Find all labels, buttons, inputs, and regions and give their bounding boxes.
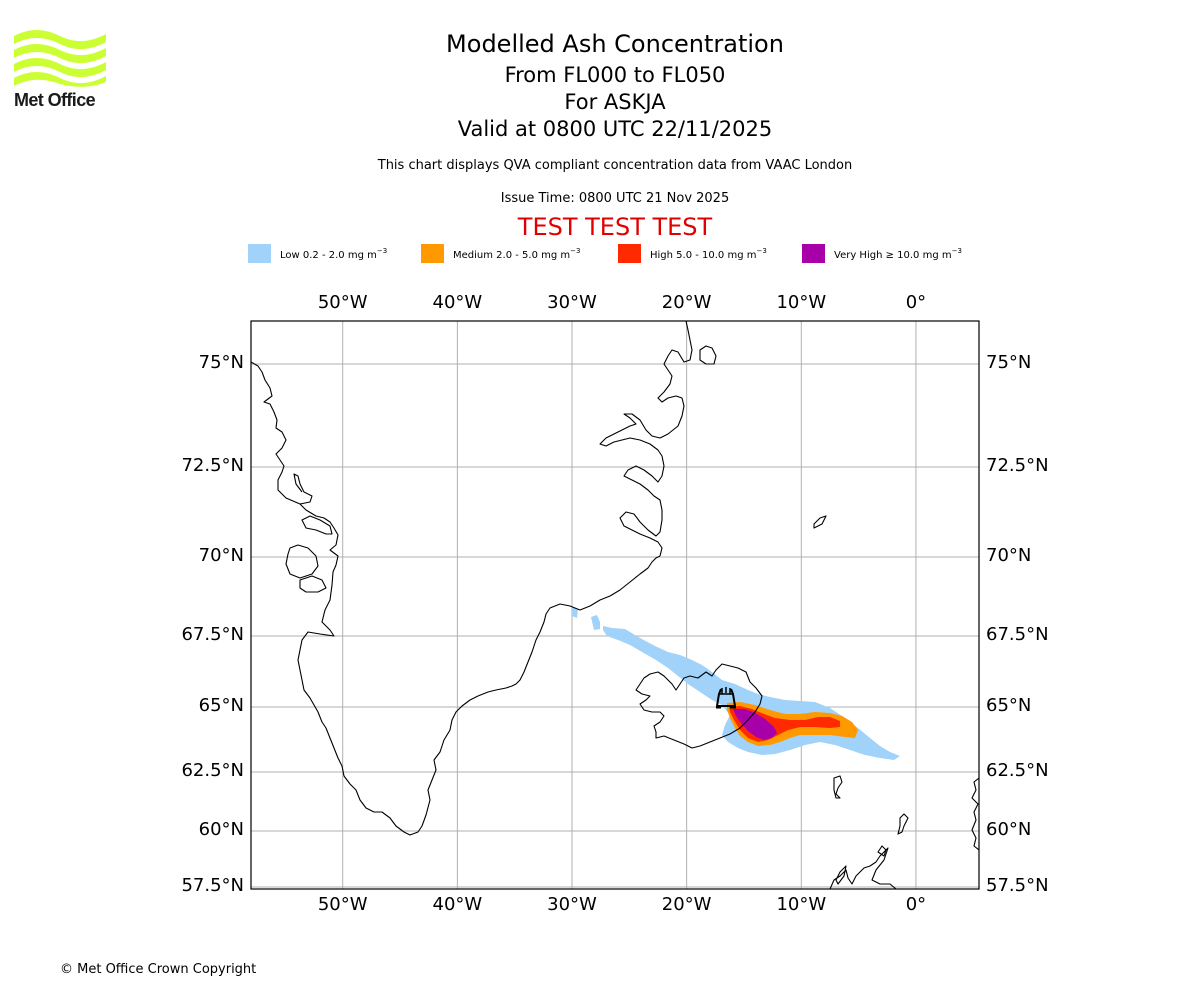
coastline-greenland-island	[299, 575, 327, 593]
coastline-scotland	[829, 847, 897, 889]
coastline-greenland-east	[599, 321, 693, 557]
legend-swatch-low	[248, 244, 271, 263]
lon-tick-label-top: 40°W	[432, 292, 483, 313]
test-banner: TEST TEST TEST	[517, 213, 713, 241]
met-office-logo: Met Office	[14, 30, 106, 112]
coastline-faroe-islands	[833, 775, 843, 799]
valid-time: Valid at 0800 UTC 22/11/2025	[457, 117, 773, 141]
lat-tick-label-left: 67.5°N	[181, 624, 244, 645]
map-frame	[250, 320, 980, 890]
lon-tick-label-bottom: 0°	[905, 894, 927, 915]
coastline-norway	[971, 777, 979, 851]
coastlines	[251, 321, 979, 889]
coastline-greenland-island	[813, 515, 827, 529]
lat-tick-label-left: 62.5°N	[181, 760, 244, 781]
legend-swatch-medium	[421, 244, 444, 263]
lon-tick-label-top: 10°W	[776, 292, 827, 313]
coastline-greenland-island	[285, 544, 319, 579]
volcano-name: For ASKJA	[564, 90, 666, 114]
lat-tick-label-left: 72.5°N	[181, 455, 244, 476]
legend-label-very-high: Very High ≥ 10.0 mg m−3	[834, 246, 962, 261]
chart-description: This chart displays QVA compliant concen…	[377, 158, 853, 173]
lat-tick-label-right: 72.5°N	[986, 455, 1049, 476]
lon-tick-label-top: 30°W	[547, 292, 597, 313]
legend-item-high: High 5.0 - 10.0 mg m−3	[618, 244, 767, 263]
lon-tick-label-top: 20°W	[661, 292, 712, 313]
lon-tick-label-bottom: 10°W	[776, 894, 827, 915]
legend-swatch-high	[618, 244, 641, 263]
ash-area-low-fragment	[572, 607, 578, 618]
lat-tick-label-right: 70°N	[986, 545, 1032, 566]
lon-tick-label-bottom: 30°W	[547, 894, 597, 915]
lat-tick-label-right: 57.5°N	[986, 875, 1049, 896]
coastline-greenland-island	[699, 345, 717, 365]
ash-layer-very-high	[733, 709, 777, 740]
lon-tick-label-top: 0°	[905, 292, 927, 313]
coastline-iceland	[635, 663, 763, 749]
lat-tick-label-left: 57.5°N	[181, 875, 244, 896]
coastline-hebrides	[835, 865, 847, 885]
legend-label-low: Low 0.2 - 2.0 mg m−3	[280, 246, 388, 261]
lon-tick-label-top: 50°W	[317, 292, 368, 313]
lat-tick-label-right: 62.5°N	[986, 760, 1049, 781]
lat-tick-label-right: 60°N	[986, 819, 1032, 840]
lat-tick-label-left: 60°N	[198, 819, 244, 840]
ash-area-very-high	[733, 709, 777, 740]
coastline-orkney	[877, 845, 887, 857]
legend-item-low: Low 0.2 - 2.0 mg m−3	[248, 244, 387, 263]
lat-tick-label-right: 75°N	[986, 352, 1032, 373]
lat-tick-label-left: 65°N	[198, 695, 244, 716]
coastline-greenland-west	[251, 361, 661, 836]
lat-tick-label-left: 75°N	[198, 352, 244, 373]
copyright: © Met Office Crown Copyright	[60, 962, 257, 977]
lon-tick-label-bottom: 50°W	[317, 894, 368, 915]
met-office-waves-icon	[14, 30, 106, 87]
legend-label-high: High 5.0 - 10.0 mg m−3	[650, 246, 767, 261]
coastline-greenland-island	[301, 515, 333, 535]
legend-item-medium: Medium 2.0 - 5.0 mg m−3	[421, 244, 580, 263]
chart-title: Modelled Ash Concentration	[446, 30, 784, 58]
logo-text: Met Office	[14, 90, 96, 110]
flight-level-range: From FL000 to FL050	[504, 63, 726, 87]
legend-item-very-high: Very High ≥ 10.0 mg m−3	[802, 244, 962, 263]
gridlines	[251, 321, 979, 889]
ash-area-low-fragment	[591, 615, 600, 630]
lon-tick-label-bottom: 20°W	[661, 894, 712, 915]
volcano-icon	[716, 687, 736, 709]
lat-tick-label-left: 70°N	[198, 545, 244, 566]
legend-label-medium: Medium 2.0 - 5.0 mg m−3	[453, 246, 581, 261]
lat-tick-label-right: 65°N	[986, 695, 1032, 716]
lon-tick-label-bottom: 40°W	[432, 894, 483, 915]
coastline-shetland	[897, 813, 909, 835]
legend-swatch-very-high	[802, 244, 825, 263]
issue-time: Issue Time: 0800 UTC 21 Nov 2025	[500, 191, 730, 206]
lat-tick-label-right: 67.5°N	[986, 624, 1049, 645]
